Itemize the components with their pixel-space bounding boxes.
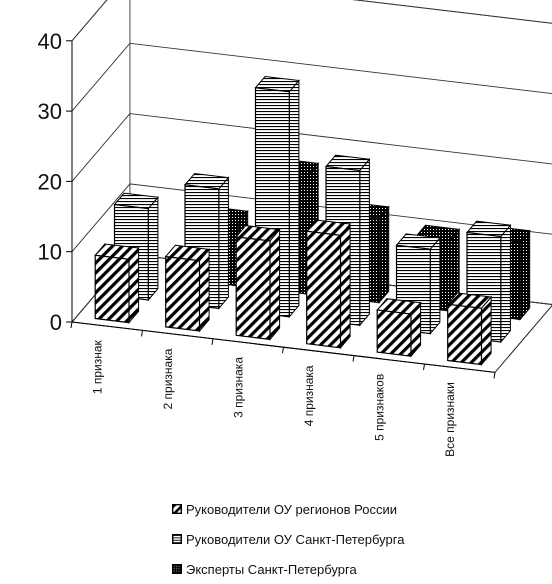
gridline bbox=[71, 183, 552, 252]
x-tick-label: 1 признак bbox=[90, 339, 104, 394]
y-tick-label: 40 bbox=[38, 29, 62, 54]
x-tick-mark bbox=[352, 355, 355, 362]
legend-swatch-dotted bbox=[172, 564, 182, 574]
gridline bbox=[71, 0, 552, 42]
y-axis-ticks: 0 10 20 30 40 bbox=[38, 29, 72, 335]
bar-front bbox=[306, 230, 342, 349]
x-tick-label: 2 признака bbox=[161, 348, 175, 409]
x-tick-mark bbox=[282, 347, 284, 354]
legend-label: Руководители ОУ Санкт-Петербурга bbox=[186, 531, 405, 547]
y-tick-label: 30 bbox=[38, 99, 62, 124]
legend: Руководители ОУ регионов России Руководи… bbox=[172, 494, 404, 584]
legend-label: Руководители ОУ регионов России bbox=[186, 501, 398, 517]
gridline bbox=[71, 42, 552, 112]
bar-front bbox=[447, 303, 483, 366]
x-tick-label: Все признаки bbox=[443, 382, 457, 457]
bar-front bbox=[235, 236, 271, 341]
bar-side bbox=[269, 228, 281, 341]
bar-side bbox=[359, 157, 370, 327]
x-tick-mark bbox=[70, 321, 73, 329]
bar-side bbox=[500, 223, 511, 344]
x-tick-label: 4 признака bbox=[302, 365, 316, 426]
bars bbox=[94, 75, 531, 366]
legend-swatch-diagonal bbox=[172, 504, 182, 514]
bar-front bbox=[94, 254, 130, 324]
bar-side bbox=[218, 176, 229, 310]
x-tick-label: 3 признака bbox=[231, 357, 245, 418]
y-tick-label: 0 bbox=[50, 310, 62, 335]
x-axis-labels: 1 признак 2 признака 3 признака 4 признака 5… bbox=[90, 339, 457, 457]
bar-front bbox=[376, 309, 412, 357]
x-tick-mark bbox=[141, 330, 143, 337]
bar-side bbox=[378, 205, 390, 304]
x-tick-mark bbox=[493, 372, 496, 379]
x-tick-mark bbox=[211, 338, 214, 345]
bar-side bbox=[199, 248, 210, 333]
legend-item: Руководители ОУ Санкт-Петербурга bbox=[172, 524, 404, 554]
y-tick-label: 20 bbox=[38, 169, 62, 194]
bar bbox=[446, 292, 493, 366]
bar bbox=[305, 219, 352, 350]
gridline bbox=[71, 113, 552, 182]
x-tick-label: 5 признаков bbox=[372, 374, 386, 441]
legend-item: Эксперты Санкт-Петербурга bbox=[172, 554, 404, 584]
bar-side bbox=[147, 195, 159, 302]
bar-front bbox=[165, 255, 201, 332]
gridlines bbox=[71, 0, 552, 323]
bar-side bbox=[340, 222, 351, 350]
bar bbox=[235, 225, 281, 341]
bar bbox=[94, 243, 140, 324]
legend-label: Эксперты Санкт-Петербурга bbox=[186, 561, 357, 577]
bar-side bbox=[519, 229, 531, 321]
bar bbox=[376, 298, 422, 358]
bar bbox=[164, 244, 211, 333]
bar-side bbox=[429, 236, 441, 335]
bar-side bbox=[288, 79, 300, 319]
x-tick-mark bbox=[423, 363, 425, 371]
bar-side bbox=[128, 246, 140, 324]
y-tick-label: 10 bbox=[38, 240, 62, 265]
legend-swatch-horizontal bbox=[172, 534, 182, 544]
legend-item: Руководители ОУ регионов России bbox=[172, 494, 404, 524]
